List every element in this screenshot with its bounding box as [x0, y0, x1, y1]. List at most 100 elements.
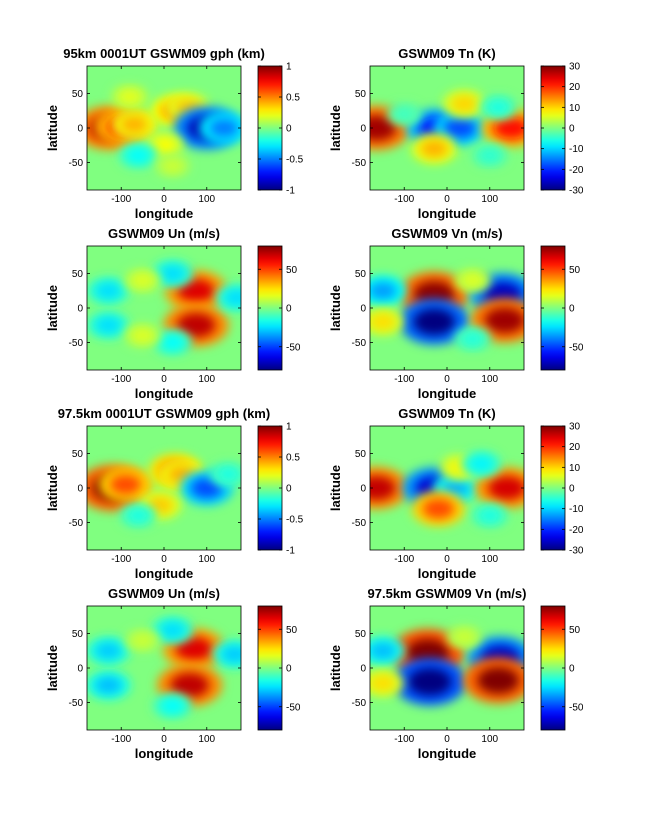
- colorbar-tick-label: -10: [569, 504, 584, 515]
- colorbar-tick-label: -0.5: [286, 155, 304, 166]
- x-tick-label: 100: [198, 374, 215, 385]
- y-tick-label: 50: [72, 89, 84, 100]
- panel-title: GSWM09 Vn (m/s): [391, 226, 502, 241]
- x-tick-label: 100: [481, 194, 498, 205]
- colorbar-tick-label: 50: [286, 625, 298, 636]
- heatmap-feature-7: [127, 508, 150, 523]
- y-tick-label: -50: [69, 158, 84, 169]
- x-tick-label: 0: [161, 374, 167, 385]
- heatmap-feature-7: [224, 289, 241, 306]
- x-tick-label: -100: [111, 374, 131, 385]
- heatmap-feature-7: [221, 646, 241, 663]
- heatmap-feature-5: [422, 498, 455, 519]
- colorbar-tick-label: -50: [569, 702, 584, 713]
- heatmap-feature-11: [162, 159, 183, 173]
- heatmap-feature-6: [370, 675, 396, 691]
- y-tick-label: 0: [360, 124, 366, 135]
- heatmap-feature-1: [370, 475, 396, 501]
- x-axis-label: longitude: [135, 386, 194, 401]
- heatmap-feature-7: [461, 273, 484, 288]
- heatmap-feature-3: [120, 116, 148, 134]
- panel-title: GSWM09 Un (m/s): [108, 586, 220, 601]
- x-axis-label: longitude: [135, 566, 194, 581]
- colorbar-tick-label: -20: [569, 165, 584, 176]
- heatmap-feature-2: [170, 672, 210, 698]
- colorbar-tick-label: 20: [569, 82, 581, 93]
- colorbar-tick-label: 10: [569, 463, 581, 474]
- panel-7: -100 0 100 50 0 -50 GSWM09 Un (m/s) longitude la…: [45, 586, 301, 761]
- x-tick-label: -100: [394, 374, 414, 385]
- colorbar-tick-label: -0.5: [286, 515, 304, 526]
- heatmap-feature-4: [484, 307, 524, 334]
- heatmap-feature-4: [477, 667, 520, 694]
- colorbar-tick-label: 0: [569, 124, 575, 135]
- colorbar-tick-label: -1: [286, 546, 295, 557]
- y-tick-label: 50: [72, 449, 84, 460]
- heatmap-feature-9: [131, 328, 154, 343]
- heatmap-feature-7: [469, 456, 494, 472]
- y-axis-label: latitude: [45, 465, 60, 511]
- heatmap-feature-5: [451, 95, 477, 112]
- y-tick-label: 0: [360, 664, 366, 675]
- colorbar-tick-label: -50: [286, 702, 301, 713]
- heatmap-feature-3: [442, 479, 470, 497]
- colorbar-tick-label: 1: [286, 422, 292, 433]
- x-tick-label: 0: [444, 194, 450, 205]
- y-axis-label: latitude: [45, 105, 60, 151]
- y-axis-label: latitude: [328, 105, 343, 151]
- heatmap-feature-2: [176, 312, 216, 338]
- colorbar-tick-label: 1: [286, 62, 292, 73]
- colorbar-tick-label: -50: [569, 342, 584, 353]
- heatmap-feature-9: [126, 148, 150, 163]
- x-axis-label: longitude: [418, 386, 477, 401]
- y-tick-label: -50: [352, 158, 367, 169]
- panel-title: 97.5km GSWM09 Vn (m/s): [368, 586, 527, 601]
- colorbar: [540, 605, 566, 731]
- y-axis-label: latitude: [328, 645, 343, 691]
- colorbar: [257, 245, 283, 371]
- heatmap-feature-4: [95, 317, 121, 334]
- y-axis-label: latitude: [328, 465, 343, 511]
- panel-title: 97.5km 0001UT GSWM09 gph (km): [58, 406, 270, 421]
- colorbar: [540, 65, 566, 191]
- colorbar-tick-label: 0: [286, 304, 292, 315]
- colorbar-tick-label: 0: [286, 484, 292, 495]
- panel-5: -100 0 100 50 0 -50 97.5km 0001UT GSWM09 gph (…: [45, 406, 304, 581]
- heatmap-feature-5: [160, 622, 185, 638]
- heatmap-feature-8: [132, 633, 154, 648]
- colorbar-tick-label: 0: [569, 484, 575, 495]
- y-tick-label: -50: [69, 518, 84, 529]
- heatmap-feature-8: [478, 508, 501, 523]
- colorbar-tick-label: -20: [569, 525, 584, 536]
- colorbar: [257, 65, 283, 191]
- x-tick-label: 0: [161, 554, 167, 565]
- x-tick-label: 0: [444, 734, 450, 745]
- x-tick-label: -100: [111, 734, 131, 745]
- colorbar-tick-label: 10: [569, 103, 581, 114]
- heatmap-feature-6: [160, 335, 185, 350]
- heatmap-field: [87, 616, 241, 719]
- heatmap-field: [370, 268, 524, 352]
- x-tick-label: 0: [444, 374, 450, 385]
- heatmap-feature-6: [370, 313, 396, 330]
- heatmap-feature-1: [370, 115, 397, 141]
- y-tick-label: 0: [77, 484, 83, 495]
- heatmap-feature-5: [160, 265, 185, 282]
- y-tick-label: 0: [77, 124, 83, 135]
- y-tick-label: 50: [355, 89, 367, 100]
- colorbar: [540, 245, 566, 371]
- heatmap-field: [370, 625, 524, 706]
- heatmap-feature-7: [209, 118, 239, 138]
- y-tick-label: -50: [352, 338, 367, 349]
- colorbar-tick-label: -10: [569, 144, 584, 155]
- y-tick-label: 0: [360, 484, 366, 495]
- y-tick-label: -50: [69, 338, 84, 349]
- heatmap-feature-7: [453, 630, 475, 644]
- heatmap-field: [87, 453, 241, 528]
- y-tick-label: 0: [77, 304, 83, 315]
- y-tick-label: 50: [72, 269, 84, 280]
- heatmap-feature-9: [394, 107, 415, 121]
- x-tick-label: 100: [481, 374, 498, 385]
- x-tick-label: 100: [481, 554, 498, 565]
